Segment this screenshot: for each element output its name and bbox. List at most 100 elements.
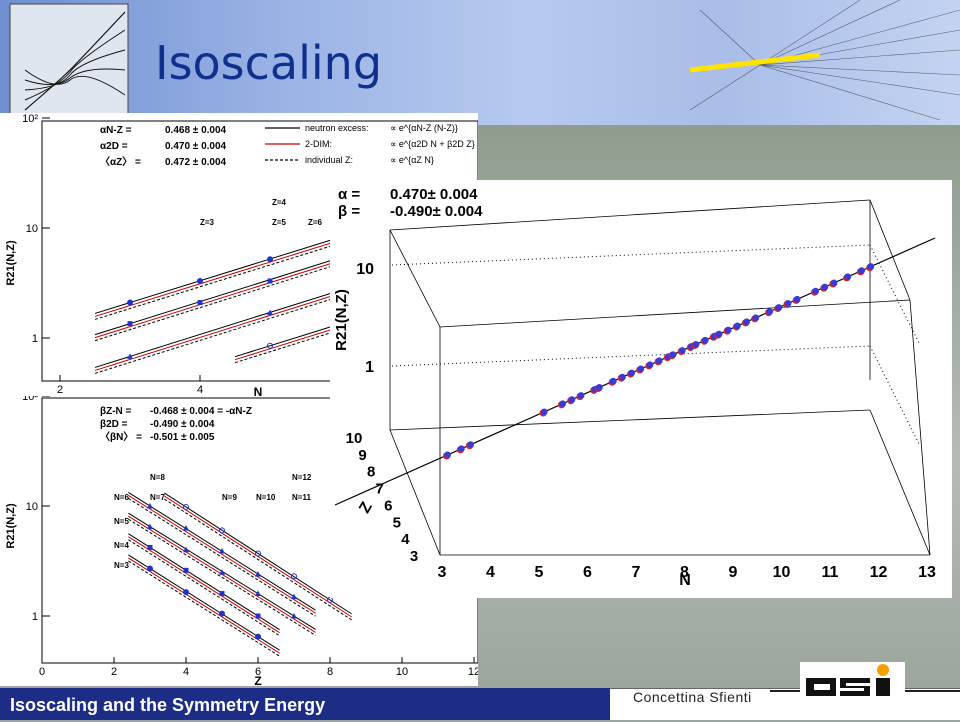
data-point (821, 283, 829, 291)
annotation-value: 0.470± 0.004 (390, 186, 478, 203)
data-point (678, 347, 686, 354)
data-point (147, 544, 153, 550)
box-edge (389, 429, 441, 556)
annotation-name: β2D = (100, 419, 128, 430)
data-point (540, 408, 548, 416)
grid-line (391, 345, 871, 367)
x-axis-label: N (679, 572, 691, 589)
data-point (609, 377, 617, 385)
fit-line-neutron-excess (128, 554, 280, 651)
slide-title: Isoscaling (155, 36, 383, 90)
legend: neutron excess: ∝ e^{αN-Z (N-Z)} 2-DIM: ∝ e… (265, 123, 475, 165)
series-label: Z=6 (308, 218, 323, 227)
data-point (596, 383, 603, 391)
data-point (812, 287, 819, 295)
data-point (628, 369, 635, 377)
banner-beam-icon (689, 52, 821, 73)
series-label: N=3 (114, 561, 129, 570)
y-tick-label: 1 (32, 611, 38, 623)
title-banner (0, 0, 960, 125)
z-tick-label: 4 (401, 531, 410, 548)
data-point (127, 299, 133, 306)
data-point (291, 613, 297, 619)
data-point (219, 527, 225, 534)
x-tick-label: 3 (438, 564, 447, 581)
series-label: N=8 (150, 473, 165, 482)
y-tick-label: 10² (22, 396, 38, 403)
z-tick-label: 3 (410, 548, 418, 565)
y-axis-label: R21(N,Z) (5, 240, 17, 286)
box-edge (909, 299, 931, 556)
y-tick-label: 10 (26, 223, 38, 235)
data-point (784, 300, 792, 307)
data-point (669, 351, 677, 358)
banner-particle-track-icon (689, 0, 960, 121)
x-tick-label: 2 (111, 666, 117, 678)
bottom-left-chart-panel: βZ-N = -0.468 ± 0.004 = -αN-Z β2D = -0.490 … (0, 391, 480, 688)
footer-author: Concettina Sfienti (633, 689, 752, 705)
series-label: N=10 (256, 493, 276, 502)
data-point (724, 326, 732, 334)
data-point (619, 373, 626, 381)
data-point (291, 593, 297, 600)
data-point (775, 304, 783, 311)
data-point (267, 309, 273, 316)
data-point (743, 318, 750, 326)
annotation-value: -0.468 ± 0.004 = -αN-Z (150, 406, 252, 417)
x-tick-label: 8 (327, 666, 333, 678)
y-tick-label: 10 (26, 501, 38, 513)
legend-label: individual Z: (305, 155, 353, 165)
z-tick-label: 8 (367, 464, 375, 481)
x-axis-label: Z (254, 674, 261, 686)
legend-label: 2-DIM: (305, 139, 332, 149)
y-tick-label: 10 (356, 261, 374, 278)
data-point (219, 569, 225, 575)
data-point (183, 525, 189, 531)
data-point (255, 633, 261, 640)
x-tick-label: 12 (870, 564, 888, 581)
series-label: N=11 (292, 493, 311, 502)
data-point (183, 567, 189, 573)
data-point (637, 365, 645, 373)
data-point (219, 591, 225, 597)
data-point (734, 322, 741, 330)
annotation-name: βZ-N = (100, 406, 132, 417)
x-tick-label: 10 (773, 564, 791, 581)
y-tick-label: 10² (22, 113, 38, 125)
x-tick-label: 10 (396, 666, 408, 678)
x-tick-label: 8 (680, 564, 689, 581)
legend-formula: ∝ e^{α2D N + β2D Z} (390, 139, 475, 149)
data-point (793, 295, 801, 303)
fit-line-individual (164, 498, 352, 621)
data-point (127, 321, 133, 327)
annotation-name: 〈αZ〉 = (100, 155, 141, 168)
data-point (197, 277, 203, 284)
annotation-name: 〈βN〉 = (100, 430, 142, 443)
footer-divider (610, 688, 960, 689)
footer-rule-left (770, 690, 800, 692)
x-tick-label: 6 (583, 564, 592, 581)
data-point (219, 610, 225, 617)
data-point (255, 571, 261, 577)
x-tick-label: 13 (918, 564, 936, 581)
3d-chart-panel: α = 0.470± 0.004 β = -0.490± 0.004 1 10 3 4 5 6 7… (330, 180, 952, 598)
box-edge (389, 409, 871, 431)
data-point (267, 278, 273, 284)
z-tick-label: 5 (393, 514, 401, 531)
grid-line (391, 244, 871, 266)
fit-line-neutron-excess (128, 533, 280, 631)
bottom-left-chart: βZ-N = -0.468 ± 0.004 = -αN-Z β2D = -0.490 … (5, 391, 480, 688)
series-label: N=5 (114, 517, 129, 526)
annotation-value: 0.470 ± 0.004 (165, 141, 227, 152)
x-tick-label: 4 (197, 384, 203, 396)
z-tick-label: 9 (358, 447, 366, 464)
data-point (844, 273, 852, 281)
gsi-logo-icon (800, 662, 905, 702)
box-edge (869, 409, 931, 556)
legend-label: neutron excess: (305, 123, 369, 133)
box-edge (389, 229, 441, 328)
z-axis-label: Z (356, 499, 376, 516)
z-tick-label: 7 (376, 481, 384, 498)
